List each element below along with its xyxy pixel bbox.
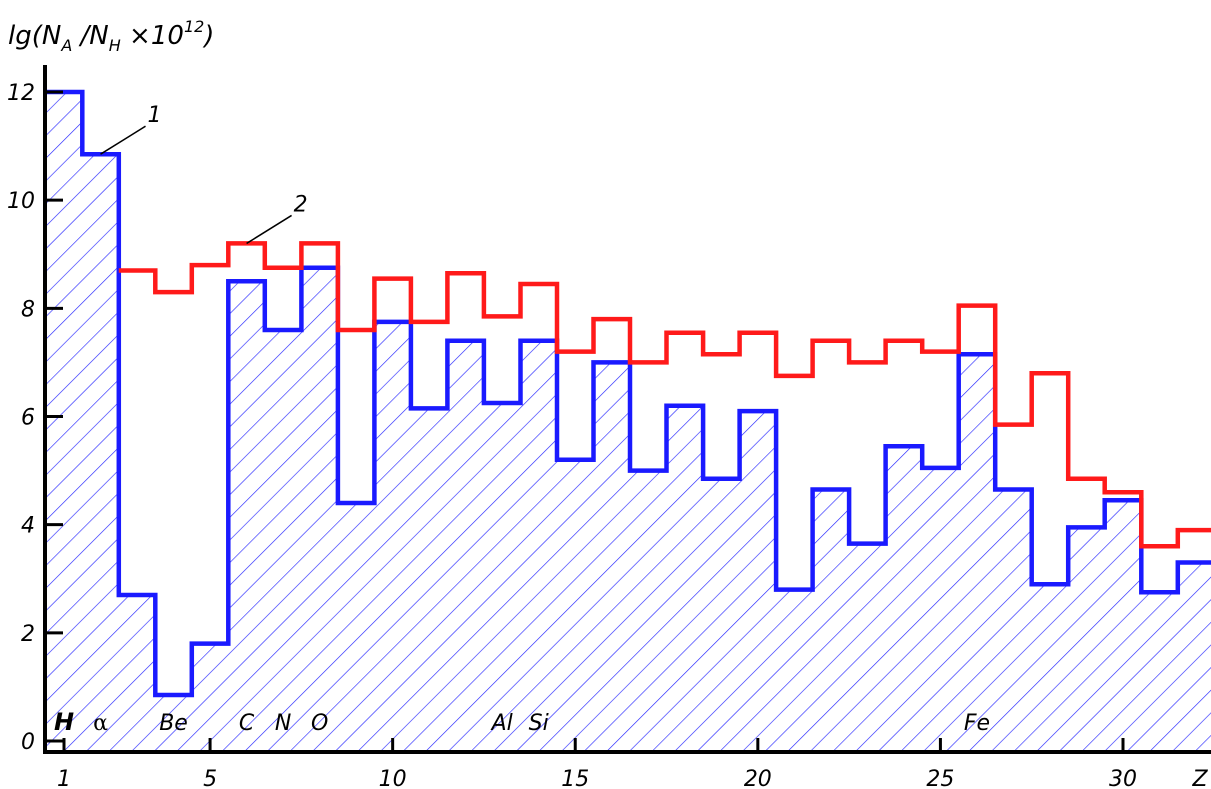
x-tick-label-5: 5 bbox=[203, 767, 217, 789]
element-label-Al: Al bbox=[490, 711, 513, 736]
y-title-base: lg(N bbox=[8, 21, 61, 51]
curve-annotations-layer: 12 bbox=[100, 103, 308, 245]
element-label-Si: Si bbox=[529, 711, 549, 736]
y-title-sup: 12 bbox=[184, 17, 204, 36]
y-title-sub-a: A bbox=[60, 36, 72, 55]
element-label-H: H bbox=[54, 708, 74, 736]
x-tick-label-1: 1 bbox=[57, 767, 71, 789]
series-2-line bbox=[118, 241, 1211, 549]
element-label-Be: Be bbox=[159, 711, 188, 736]
y-title-sub-h: H bbox=[109, 36, 121, 55]
y-tick-label-4: 4 bbox=[21, 514, 35, 539]
annotation-leader-2 bbox=[246, 214, 292, 245]
y-tick-label-6: 6 bbox=[21, 406, 35, 431]
svg-text:lg(NA /NH ×1012): lg(NA /NH ×1012) bbox=[8, 17, 214, 55]
element-label-Fe: Fe bbox=[964, 711, 990, 736]
y-tick-label-2: 2 bbox=[21, 622, 35, 647]
y-axis-title: lg(NA /NH ×1012) bbox=[8, 17, 214, 55]
y-tick-label-10: 10 bbox=[7, 189, 35, 214]
y-tick-label-12: 12 bbox=[7, 81, 35, 106]
x-tick-label-15: 15 bbox=[561, 767, 589, 789]
x-tick-label-25: 25 bbox=[926, 767, 954, 789]
x-tick-label-20: 20 bbox=[744, 767, 772, 789]
x-tick-label-10: 10 bbox=[379, 767, 407, 789]
y-tick-label-0: 0 bbox=[21, 730, 35, 755]
x-axis-label: Z bbox=[1191, 767, 1208, 789]
y-title-close: ) bbox=[202, 21, 214, 51]
series-layer bbox=[45, 89, 1211, 698]
annotation-label-1: 1 bbox=[148, 103, 162, 128]
axes-layer bbox=[43, 65, 1211, 754]
y-title-tail: ×10 bbox=[121, 21, 184, 51]
element-label-N: N bbox=[275, 711, 291, 736]
annotation-label-2: 2 bbox=[294, 192, 308, 217]
element-label-C: C bbox=[239, 711, 255, 736]
annotation-leader-1 bbox=[100, 125, 146, 155]
y-tick-label-8: 8 bbox=[21, 297, 35, 322]
series-1-line bbox=[45, 89, 1211, 698]
element-label-O: O bbox=[311, 711, 328, 736]
y-title-mid: /N bbox=[72, 21, 108, 51]
element-label-α: α bbox=[93, 711, 108, 736]
x-tick-label-30: 30 bbox=[1109, 767, 1137, 789]
